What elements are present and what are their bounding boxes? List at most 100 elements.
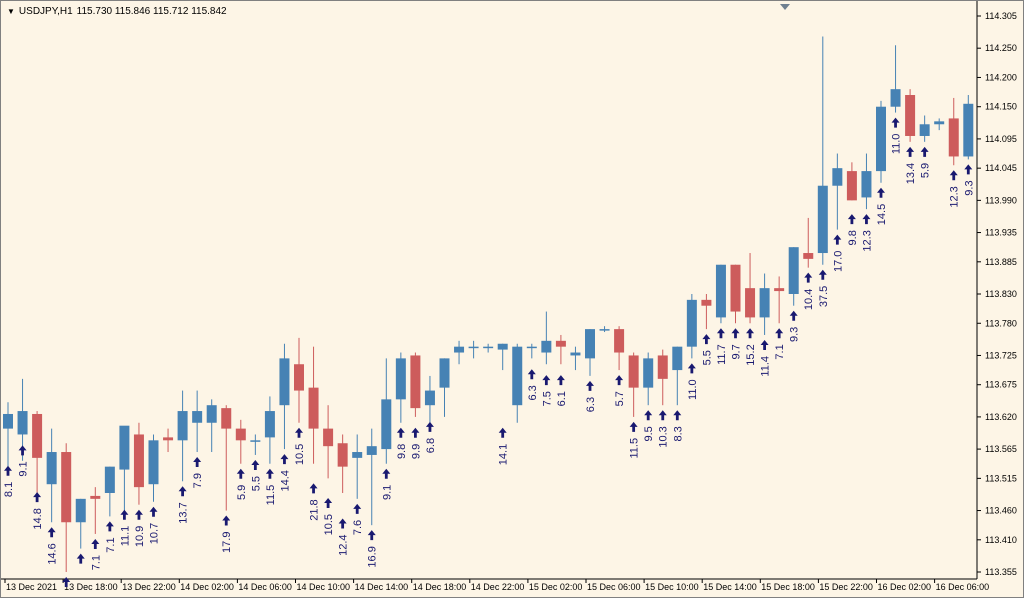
x-tick-label: 14 Dec 22:00 bbox=[471, 582, 525, 592]
candle-body bbox=[759, 288, 770, 318]
candle-body bbox=[294, 364, 304, 391]
candle-body bbox=[46, 452, 57, 485]
candle-body bbox=[90, 495, 101, 499]
y-tick-label: 114.200 bbox=[985, 72, 1017, 82]
volume-label: 11.0 bbox=[687, 379, 699, 400]
x-tick-label: 14 Dec 02:00 bbox=[180, 582, 234, 592]
volume-label: 5.5 bbox=[701, 350, 713, 365]
x-tick-label: 16 Dec 06:00 bbox=[936, 582, 990, 592]
buy-arrow-icon bbox=[251, 459, 260, 470]
volume-label: 11.1 bbox=[119, 526, 131, 547]
candle-body bbox=[570, 352, 581, 356]
candle-body bbox=[163, 437, 174, 441]
buy-arrow-icon bbox=[178, 486, 187, 497]
buy-arrow-icon bbox=[862, 214, 871, 225]
buy-arrow-icon bbox=[818, 269, 827, 280]
y-tick-label: 113.565 bbox=[985, 444, 1017, 454]
volume-label: 8.3 bbox=[672, 426, 684, 441]
volume-label: 9.8 bbox=[847, 230, 859, 245]
buy-arrow-icon bbox=[76, 553, 85, 564]
buy-arrow-icon bbox=[906, 146, 915, 157]
buy-arrow-icon bbox=[367, 530, 376, 541]
volume-label: 10.7 bbox=[149, 523, 161, 544]
x-tick-label: 14 Dec 18:00 bbox=[413, 582, 467, 592]
y-tick-label: 113.725 bbox=[985, 350, 1017, 360]
volume-label: 7.1 bbox=[90, 555, 102, 570]
volume-label: 9.3 bbox=[789, 327, 801, 342]
candle-body bbox=[323, 428, 334, 447]
buy-arrow-icon bbox=[265, 468, 274, 479]
volume-label: 14.1 bbox=[498, 444, 510, 465]
candle-body bbox=[817, 185, 828, 254]
volume-label: 15.2 bbox=[745, 344, 757, 365]
volume-label: 14.4 bbox=[279, 470, 291, 491]
x-tick-label: 13 Dec 22:00 bbox=[122, 582, 176, 592]
candle-body bbox=[308, 387, 319, 429]
candle-body bbox=[686, 299, 697, 347]
buy-arrow-icon bbox=[949, 170, 958, 181]
volume-label: 17.0 bbox=[832, 251, 844, 272]
buy-arrow-icon bbox=[556, 375, 565, 386]
volume-label: 10.9 bbox=[134, 526, 146, 547]
candle-body bbox=[235, 428, 246, 441]
volume-label: 13.7 bbox=[178, 502, 190, 523]
candle-body bbox=[192, 411, 203, 423]
y-tick-label: 114.045 bbox=[985, 163, 1017, 173]
chart-title-bar: ▼ USDJPY,H1 115.730 115.846 115.712 115.… bbox=[7, 6, 227, 17]
candle-body bbox=[454, 346, 465, 353]
candle-body bbox=[497, 343, 508, 350]
volume-label: 10.5 bbox=[294, 444, 306, 465]
buy-arrow-icon bbox=[309, 483, 318, 494]
candle-body bbox=[672, 346, 683, 371]
y-tick-label: 113.990 bbox=[985, 195, 1017, 205]
buy-arrow-icon bbox=[295, 427, 303, 438]
candle-body bbox=[730, 264, 741, 312]
candle-body bbox=[483, 346, 494, 349]
buy-arrow-icon bbox=[149, 506, 158, 517]
buy-arrow-icon bbox=[222, 515, 231, 526]
x-tick-label: 14 Dec 06:00 bbox=[238, 582, 292, 592]
volume-label: 13.4 bbox=[905, 163, 917, 184]
candle-body bbox=[148, 440, 159, 485]
x-tick-label: 15 Dec 06:00 bbox=[587, 582, 641, 592]
volume-label: 5.9 bbox=[236, 485, 248, 500]
candle-body bbox=[279, 358, 290, 406]
candle-body bbox=[628, 355, 639, 388]
buy-arrow-icon bbox=[629, 421, 638, 432]
candle-body bbox=[526, 346, 537, 349]
candle-body bbox=[424, 390, 435, 406]
candle-body bbox=[715, 264, 726, 318]
buy-arrow-icon bbox=[542, 375, 551, 386]
chevron-down-icon[interactable]: ▼ bbox=[7, 7, 15, 16]
buy-arrow-icon bbox=[91, 538, 100, 549]
x-tick-label: 15 Dec 02:00 bbox=[529, 582, 583, 592]
candle-body bbox=[643, 358, 654, 388]
buy-arrow-icon bbox=[338, 518, 347, 529]
volume-label: 9.5 bbox=[643, 426, 655, 441]
candle-body bbox=[774, 288, 785, 292]
y-tick-label: 113.780 bbox=[985, 318, 1017, 328]
volume-label: 11.5 bbox=[629, 438, 641, 459]
candle-body bbox=[221, 408, 232, 429]
candle-body bbox=[177, 411, 188, 441]
symbol-timeframe: USDJPY,H1 bbox=[18, 6, 73, 17]
candle-body bbox=[788, 247, 799, 294]
buy-arrow-icon bbox=[687, 363, 696, 374]
volume-label: 7.1 bbox=[774, 344, 786, 359]
candle-body bbox=[555, 340, 566, 347]
volume-label: 9.3 bbox=[963, 180, 975, 195]
volume-label: 5.9 bbox=[920, 163, 932, 178]
candle-body bbox=[381, 399, 392, 450]
x-tick-label: 13 Dec 18:00 bbox=[64, 582, 118, 592]
scroll-marker-icon bbox=[780, 4, 790, 10]
buy-arrow-icon bbox=[4, 465, 12, 476]
candle-body bbox=[17, 411, 28, 435]
volume-label: 6.3 bbox=[527, 385, 539, 400]
volume-label: 16.9 bbox=[367, 546, 379, 567]
candle-body bbox=[512, 346, 523, 406]
candle-body bbox=[585, 329, 595, 359]
volume-label: 10.4 bbox=[803, 289, 815, 310]
candle-body bbox=[410, 355, 421, 409]
